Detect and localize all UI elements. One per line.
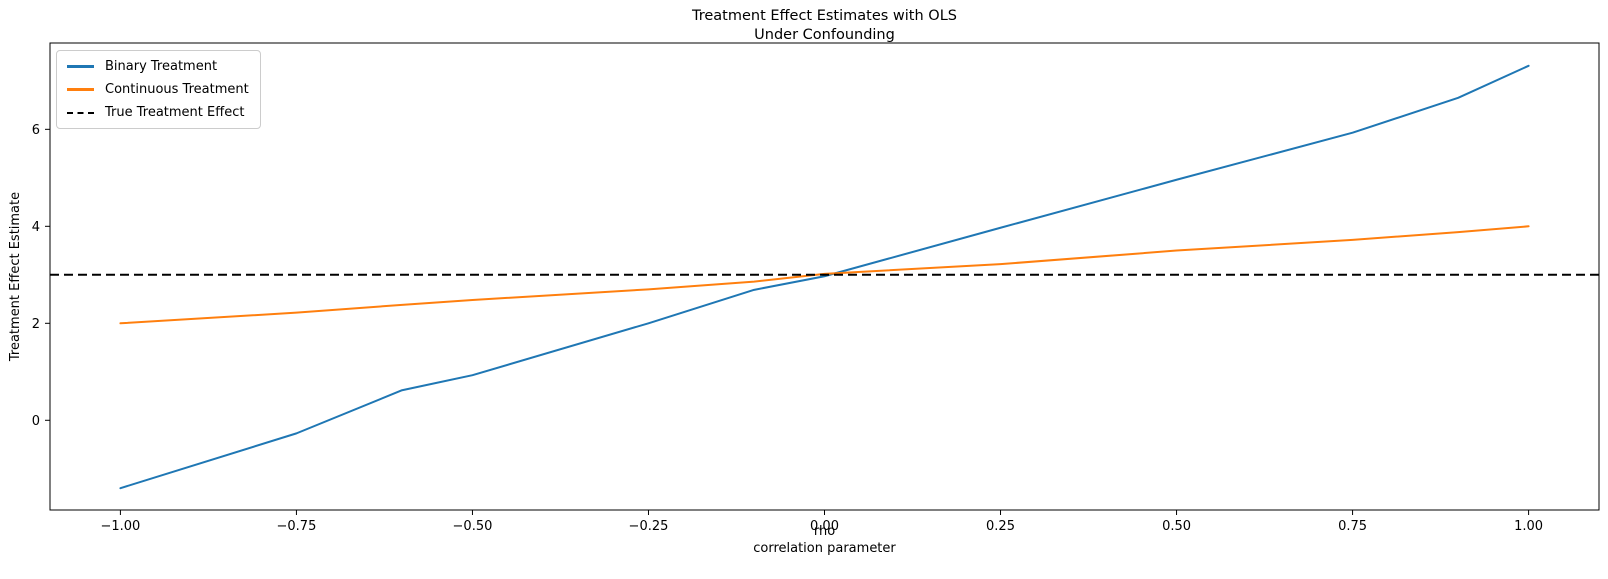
legend-item-continuous-treatment: Continuous Treatment [67,82,249,97]
y-tick-label: 2 [32,317,40,332]
legend-label: True Treatment Effect [105,105,245,120]
x-axis-label: rho correlation parameter [50,524,1599,558]
legend-line-sample-icon [67,65,94,68]
y-axis-label: Treatment Effect Estimate [8,191,24,362]
chart-title-line2: Under Confounding [754,26,895,43]
y-axis-label-wrap: Treatment Effect Estimate [6,43,26,510]
x-tick-label: 0.00 [810,519,839,534]
x-tick-label: −0.25 [629,519,669,534]
chart-title: Treatment Effect Estimates with OLS Unde… [50,7,1599,44]
x-tick-label: −1.00 [100,519,140,534]
x-axis-label-line1: rho [813,524,836,539]
x-tick-label: 0.50 [1162,519,1191,534]
y-tick-label: 4 [32,220,40,235]
legend-line-sample-icon [67,111,94,114]
y-tick-label: 0 [32,414,40,429]
legend-label: Binary Treatment [105,59,218,74]
legend-label: Continuous Treatment [105,82,249,97]
x-axis-label-line2: correlation parameter [753,540,896,556]
legend-item-binary-treatment: Binary Treatment [67,59,249,74]
y-tick-label: 6 [32,123,40,138]
x-tick-label: 0.25 [986,519,1015,534]
chart-title-line1: Treatment Effect Estimates with OLS [691,8,957,24]
legend-line-sample-icon [67,88,94,91]
legend: Binary Treatment Continuous Treatment Tr… [56,50,261,129]
x-tick-label: −0.75 [277,519,317,534]
series-line-binary-treatment [119,64,1530,490]
series-line-continuous-treatment [119,225,1530,325]
x-tick-label: 0.75 [1338,519,1367,534]
legend-item-true-treatment-effect: True Treatment Effect [67,105,249,120]
x-tick-label: −0.50 [453,519,493,534]
x-tick-label: 1.00 [1514,519,1543,534]
